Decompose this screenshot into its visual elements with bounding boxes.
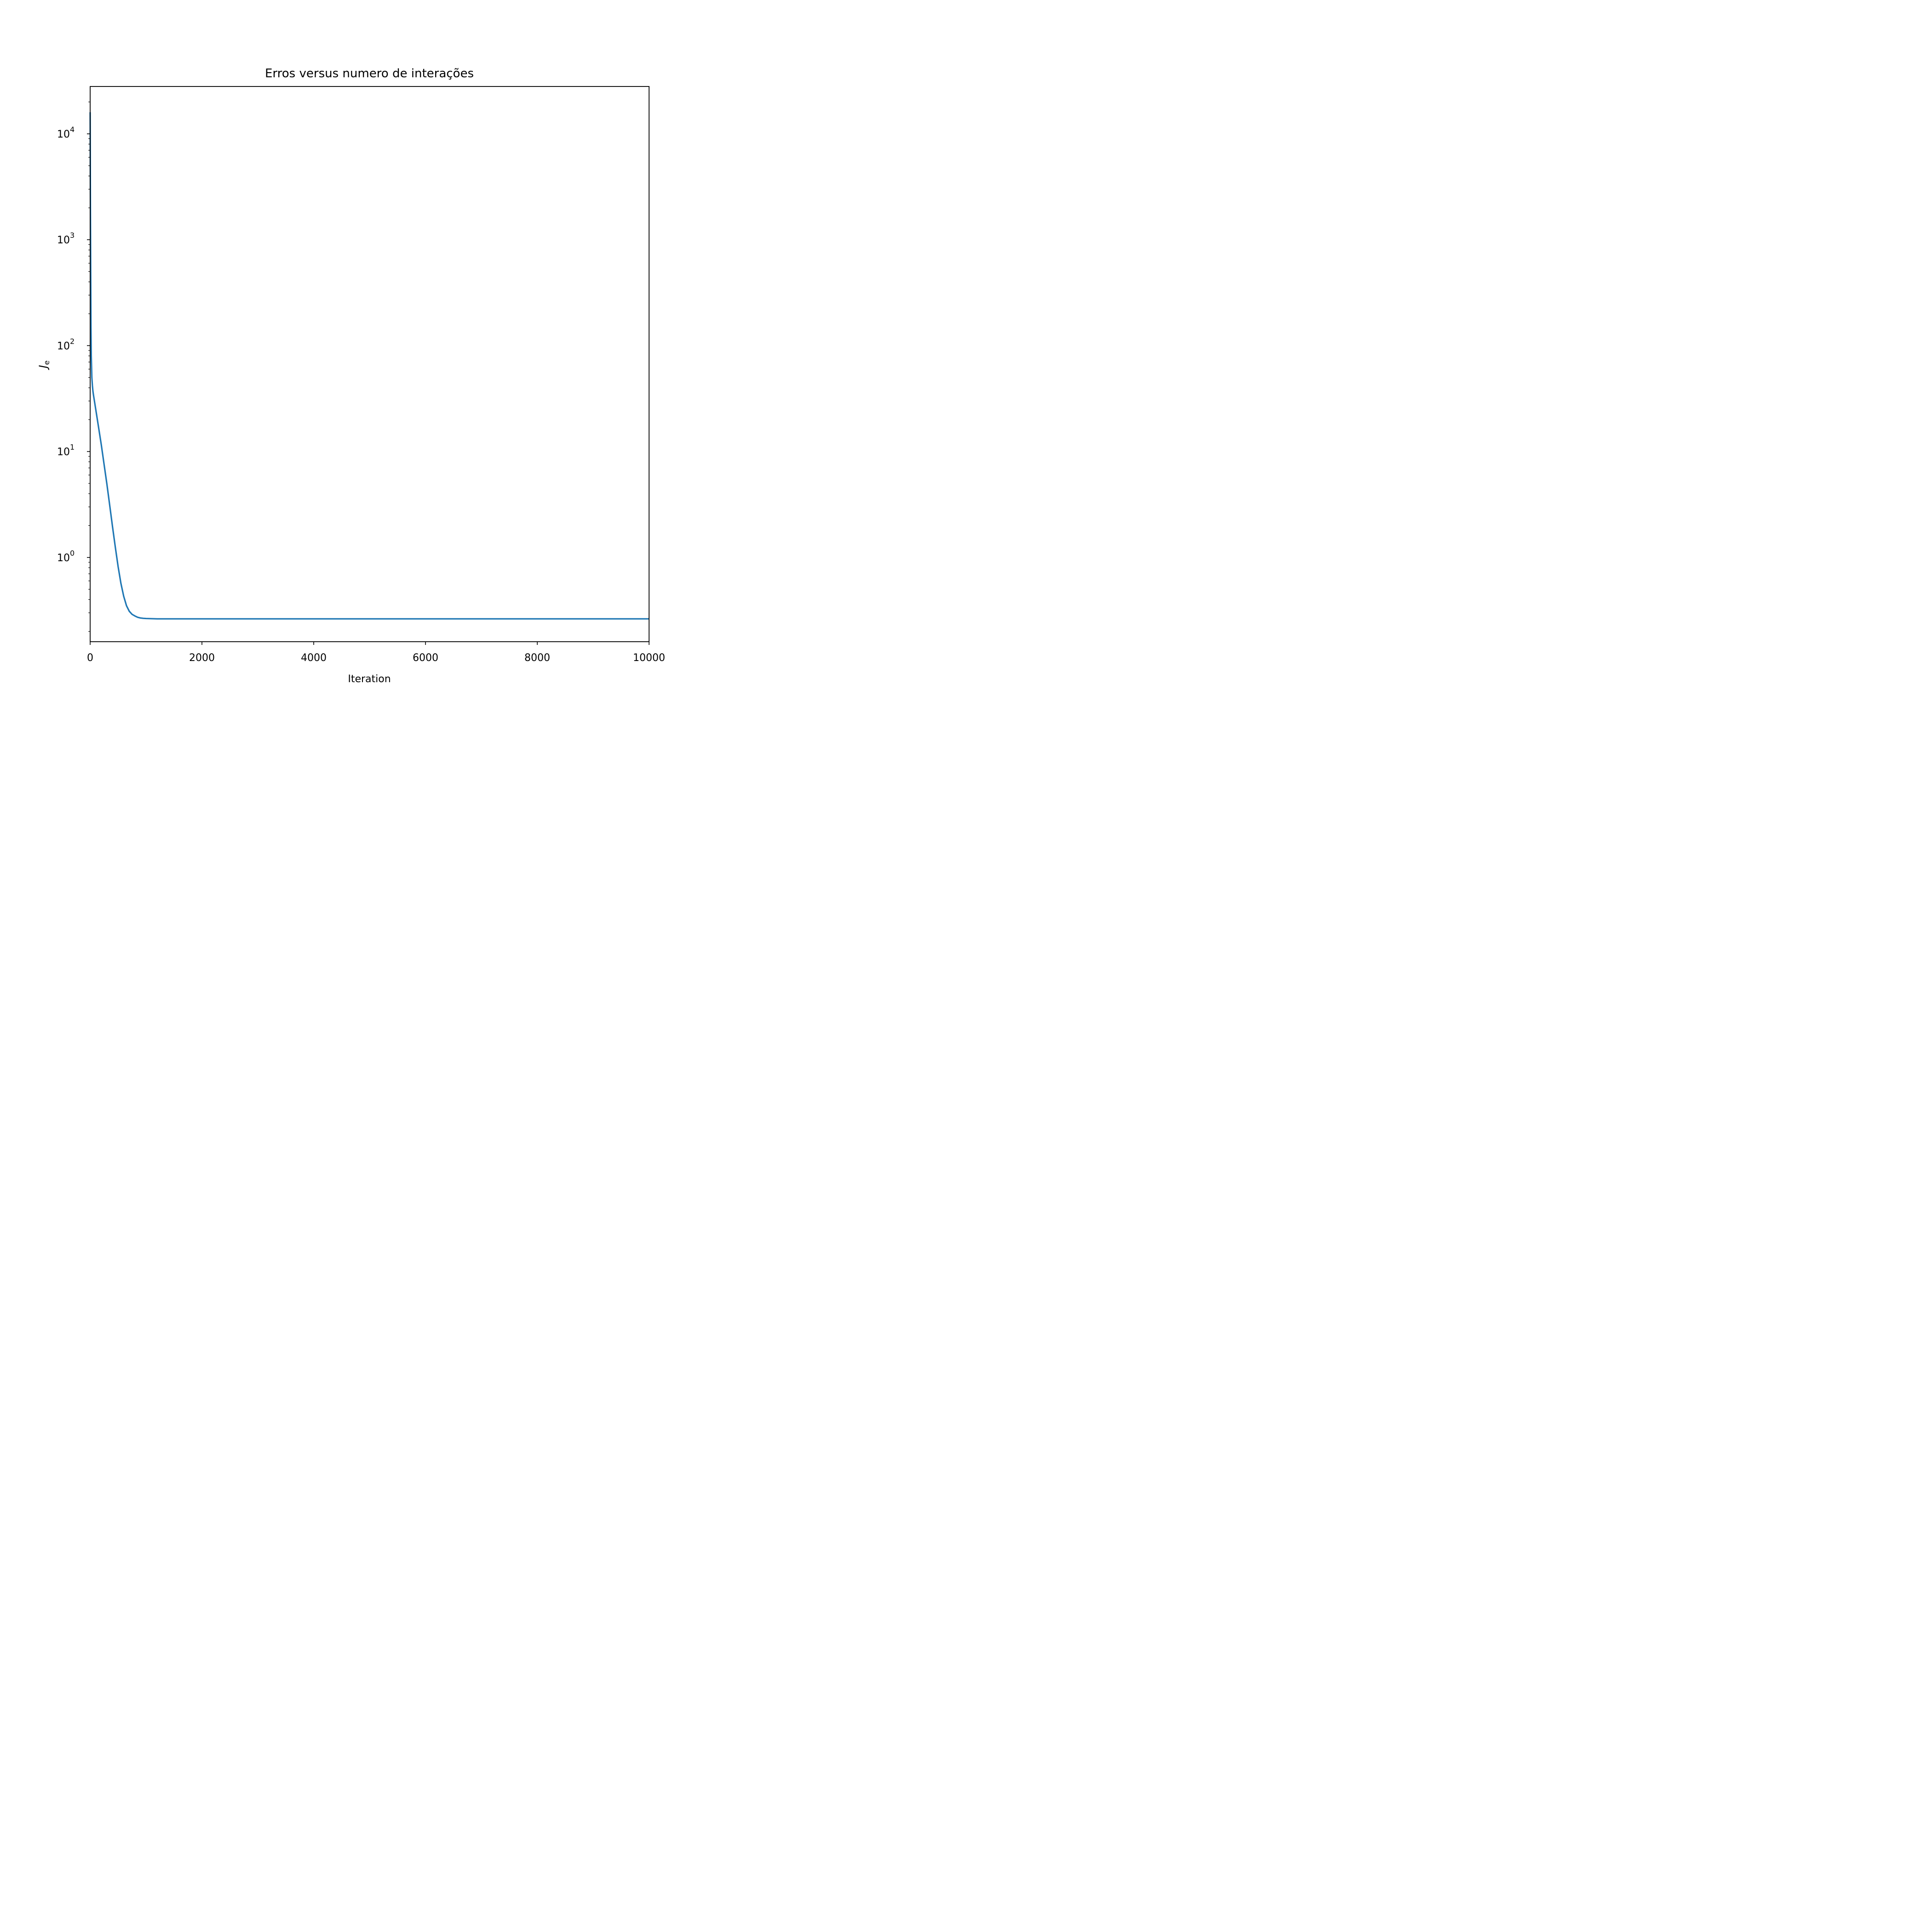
x-tick-label: 4000 <box>301 652 327 664</box>
x-tick-label: 10000 <box>633 652 665 664</box>
y-tick-label: 102 <box>57 337 75 352</box>
series-line-0 <box>89 112 649 620</box>
plot-area <box>89 112 649 620</box>
y-axis-label-sub: e <box>42 361 51 365</box>
y-tick-label: 100 <box>57 549 75 564</box>
x-axis: 0 2000 4000 6000 8000 10000 <box>87 642 665 664</box>
chart: Erros versus numero de interações 0 2000 4… <box>0 0 721 721</box>
y-axis-label: Je <box>37 361 51 370</box>
x-tick-label: 2000 <box>189 652 215 664</box>
x-tick-label: 6000 <box>413 652 438 664</box>
y-axis-label-main: J <box>37 365 50 370</box>
axes-frame <box>90 86 650 642</box>
y-tick-label: 104 <box>57 125 75 140</box>
x-axis-label: Iteration <box>348 673 391 685</box>
y-axis: 100 101 102 103 104 <box>57 102 90 632</box>
x-tick-label: 0 <box>87 652 93 664</box>
x-tick-label: 8000 <box>524 652 550 664</box>
figure-background <box>0 0 721 721</box>
y-tick-label: 101 <box>57 443 75 458</box>
y-tick-label: 103 <box>57 231 75 246</box>
chart-title: Erros versus numero de interações <box>265 67 474 80</box>
